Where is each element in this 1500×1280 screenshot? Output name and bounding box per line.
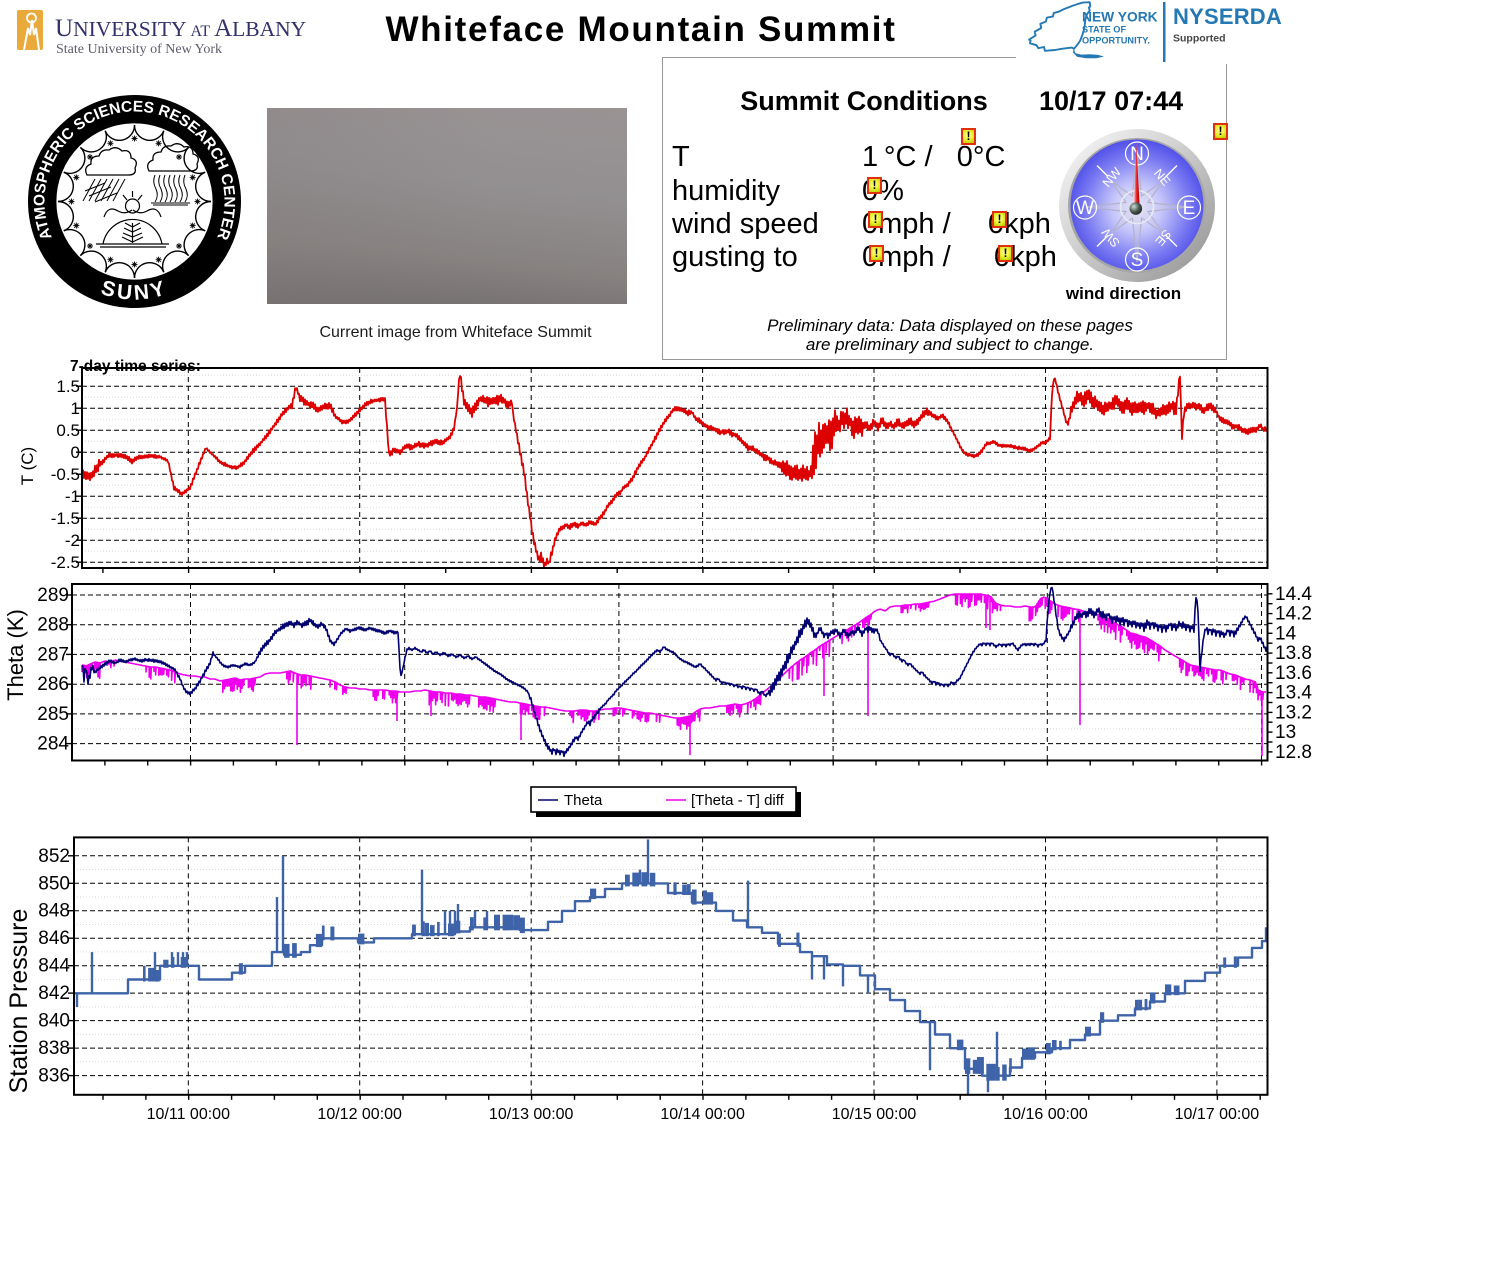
svg-text:Theta (K): Theta (K)	[3, 609, 28, 701]
svg-text:13.6: 13.6	[1275, 663, 1312, 684]
svg-text:10/11 00:00: 10/11 00:00	[147, 1106, 230, 1123]
svg-text:10/17 00:00: 10/17 00:00	[1175, 1106, 1260, 1123]
svg-text:Station Pressure: Station Pressure	[5, 909, 33, 1094]
svg-text:State University of New York: State University of New York	[56, 42, 222, 57]
svg-text:[Theta - T] diff: [Theta - T] diff	[691, 792, 785, 809]
svg-text:NEW YORK: NEW YORK	[1082, 10, 1158, 25]
svg-text:Theta: Theta	[564, 792, 603, 809]
svg-text:852: 852	[38, 846, 70, 867]
svg-text:13.8: 13.8	[1275, 643, 1312, 664]
svg-text:13: 13	[1275, 722, 1296, 743]
svg-text:Supported: Supported	[1173, 33, 1226, 45]
svg-text:T (C): T (C)	[18, 447, 37, 485]
svg-text:1: 1	[71, 399, 80, 418]
svg-text:-2: -2	[65, 531, 80, 550]
svg-text:284: 284	[37, 734, 69, 755]
svg-text:10/15 00:00: 10/15 00:00	[832, 1106, 917, 1123]
svg-text:842: 842	[38, 983, 70, 1004]
svg-text:13.2: 13.2	[1275, 702, 1312, 723]
svg-text:STATE OF: STATE OF	[1082, 25, 1126, 35]
svg-text:13.4: 13.4	[1275, 683, 1312, 704]
svg-text:0: 0	[71, 443, 80, 462]
svg-text:840: 840	[38, 1011, 70, 1032]
svg-text:838: 838	[38, 1038, 70, 1059]
svg-text:14: 14	[1275, 623, 1297, 644]
svg-text:10/13 00:00: 10/13 00:00	[489, 1106, 574, 1123]
svg-text:N: N	[1130, 144, 1144, 165]
svg-text:836: 836	[38, 1066, 70, 1087]
svg-text:-1: -1	[65, 487, 80, 506]
svg-text:S: S	[1131, 250, 1144, 271]
svg-text:289: 289	[37, 585, 69, 606]
svg-text:OPPORTUNITY.: OPPORTUNITY.	[1082, 36, 1150, 46]
svg-text:12.8: 12.8	[1275, 742, 1312, 763]
svg-text:E: E	[1183, 198, 1196, 219]
svg-text:10/16 00:00: 10/16 00:00	[1003, 1106, 1088, 1123]
svg-text:848: 848	[38, 901, 70, 922]
svg-text:286: 286	[37, 674, 69, 695]
svg-text:-1.5: -1.5	[51, 509, 80, 528]
svg-text:288: 288	[37, 615, 69, 636]
svg-text:1.5: 1.5	[56, 377, 80, 396]
svg-text:NYSERDA: NYSERDA	[1173, 4, 1282, 29]
svg-text:0.5: 0.5	[56, 421, 80, 440]
svg-text:W: W	[1076, 198, 1094, 219]
svg-text:850: 850	[38, 873, 70, 894]
svg-text:14.4: 14.4	[1275, 584, 1312, 605]
svg-text:14.2: 14.2	[1275, 604, 1312, 625]
svg-text:846: 846	[38, 928, 70, 949]
svg-text:10/14 00:00: 10/14 00:00	[660, 1106, 745, 1123]
svg-text:285: 285	[37, 704, 69, 725]
svg-text:287: 287	[37, 644, 69, 665]
svg-text:-0.5: -0.5	[51, 465, 80, 484]
svg-text:-2.5: -2.5	[51, 553, 80, 572]
svg-text:844: 844	[38, 956, 70, 977]
svg-text:10/12 00:00: 10/12 00:00	[317, 1106, 402, 1123]
